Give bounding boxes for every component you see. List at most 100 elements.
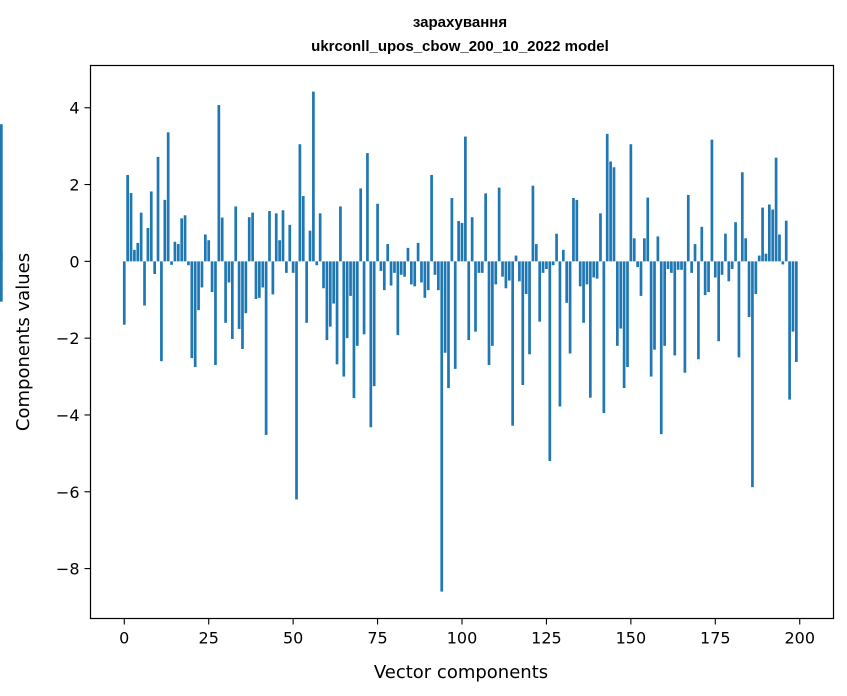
bar-65 [342, 261, 346, 377]
bar-114 [507, 261, 511, 281]
bar-156 [649, 261, 653, 377]
bar-148 [622, 261, 626, 389]
x-tick-label: 75 [367, 629, 387, 648]
bar-168 [690, 261, 693, 273]
bar-48 [285, 261, 288, 273]
bar-45 [274, 213, 278, 262]
bar-75 [376, 203, 379, 262]
bar-152 [636, 261, 639, 268]
bar-189 [761, 207, 764, 262]
bar-68 [352, 261, 356, 399]
bar-30 [224, 261, 227, 323]
bar-67 [349, 261, 352, 296]
x-tick-label: 50 [283, 629, 303, 648]
bar-40 [258, 261, 261, 298]
bar-92 [433, 261, 437, 275]
bar-22 [197, 261, 200, 311]
bar-121 [531, 185, 535, 262]
y-tick-label: 0 [69, 252, 79, 271]
x-tick-label: 175 [700, 629, 731, 648]
bar-169 [693, 244, 697, 262]
bar-31 [227, 261, 231, 283]
bar-184 [744, 238, 748, 262]
bar-56 [312, 91, 315, 262]
bar-41 [261, 261, 265, 288]
bar-84 [406, 247, 410, 262]
bar-164 [676, 261, 680, 270]
bar-187 [754, 261, 758, 294]
bar-141 [599, 213, 602, 262]
bar-38 [251, 212, 254, 262]
bar-83 [403, 261, 406, 277]
chart-title: зарахування [413, 14, 507, 31]
bar-19 [187, 261, 190, 266]
bar-135 [578, 261, 582, 287]
bar-3 [133, 249, 136, 262]
bar-131 [565, 261, 569, 303]
bar-80 [393, 261, 396, 273]
bar-146 [616, 261, 619, 346]
bar-66 [345, 261, 349, 339]
bar-116 [514, 255, 518, 262]
bar-undefined [0, 261, 3, 302]
bar-105 [477, 261, 481, 273]
bar-122 [534, 244, 538, 262]
bar-57 [315, 261, 319, 266]
bar-98 [453, 261, 457, 369]
bar-95 [443, 261, 447, 353]
bar-70 [359, 188, 363, 262]
bar-119 [524, 261, 528, 294]
bar-17 [180, 218, 184, 262]
bar-0 [122, 261, 126, 325]
bar-21 [193, 261, 197, 367]
bar-34 [237, 261, 241, 329]
bar-196 [784, 220, 788, 262]
bar-63 [335, 261, 339, 365]
x-tick-label: 25 [199, 629, 219, 648]
bar-157 [653, 261, 656, 350]
bar-180 [730, 261, 734, 270]
bar-171 [700, 226, 704, 262]
bar-179 [727, 261, 731, 282]
bar-198 [791, 261, 795, 332]
bar-43 [268, 211, 271, 262]
bar-86 [413, 261, 417, 287]
bar-126 [548, 261, 552, 462]
bar-194 [778, 234, 781, 262]
bar-1 [126, 174, 129, 262]
bar-133 [572, 197, 575, 262]
bar-176 [717, 261, 721, 342]
bar-136 [582, 261, 585, 323]
bar-55 [308, 230, 312, 262]
bar-140 [595, 261, 599, 279]
bar-123 [538, 261, 542, 322]
bar-23 [200, 261, 204, 288]
y-tick-label: 2 [69, 176, 79, 195]
bar-28 [217, 105, 221, 262]
bar-112 [501, 261, 504, 277]
y-tick-label: −8 [56, 560, 80, 579]
bar-177 [720, 261, 724, 275]
bar-101 [464, 136, 467, 262]
bar-61 [328, 261, 332, 327]
bar-27 [214, 261, 217, 366]
bar-58 [318, 213, 322, 262]
bar-51 [295, 261, 298, 500]
bar-54 [305, 261, 308, 323]
bar-33 [234, 206, 238, 262]
bar-154 [643, 238, 646, 262]
bar-87 [416, 242, 420, 262]
bar-166 [683, 261, 687, 373]
bar-74 [372, 261, 376, 387]
bar-104 [474, 261, 477, 332]
bar-85 [409, 261, 413, 285]
bar-12 [163, 199, 167, 262]
bar-107 [484, 193, 487, 262]
x-axis-ticks: 0 25 50 75 100 125 150 175 200 [119, 618, 815, 648]
bar-183 [740, 172, 744, 262]
bar-29 [220, 217, 224, 262]
bar-142 [602, 261, 606, 414]
bar-174 [710, 139, 714, 262]
